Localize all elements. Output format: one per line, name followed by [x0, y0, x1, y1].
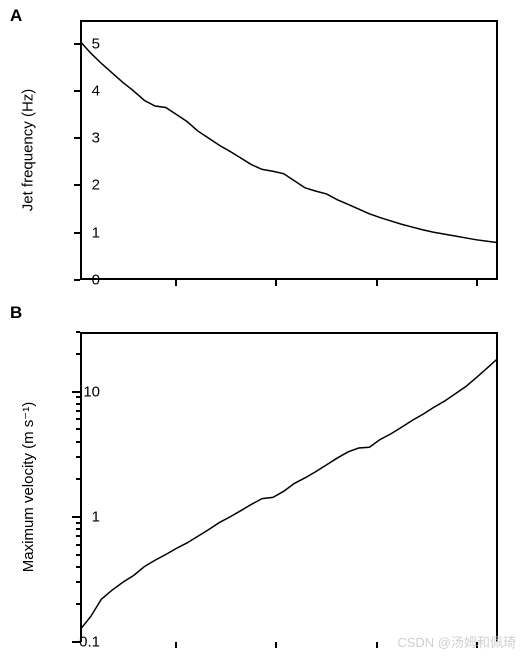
chart-b-xtick — [175, 642, 177, 648]
chart-a-ytick — [74, 232, 80, 234]
chart-b-xtick — [275, 642, 277, 648]
chart-a-ytick-label: 5 — [92, 35, 100, 52]
chart-b-yminor-tick — [76, 456, 80, 458]
chart-a-ytick — [74, 90, 80, 92]
chart-a-ytick-label: 4 — [92, 82, 100, 99]
chart-b-yminor-tick — [76, 544, 80, 546]
chart-a — [80, 20, 498, 280]
chart-b-yminor-tick — [76, 403, 80, 405]
chart-b-yminor-tick — [76, 554, 80, 556]
chart-b-series — [80, 358, 498, 630]
chart-b-ytick-label: 10 — [83, 383, 100, 400]
chart-b-xtick — [376, 642, 378, 648]
chart-b-yminor-tick — [76, 418, 80, 420]
chart-b-ytick — [72, 391, 80, 393]
chart-b-ytick-label: 1 — [92, 508, 100, 525]
chart-a-ytick — [74, 279, 80, 281]
panel-b-label: B — [10, 303, 22, 323]
chart-a-ytick — [74, 137, 80, 139]
chart-a-xtick — [175, 280, 177, 286]
chart-a-ylabel: Jet frequency (Hz) — [20, 89, 37, 212]
chart-b-yminor-tick — [76, 441, 80, 443]
chart-a-xtick — [376, 280, 378, 286]
panel-a-label: A — [10, 6, 22, 26]
chart-a-ytick-label: 2 — [92, 177, 100, 194]
chart-b-yminor-tick — [76, 478, 80, 480]
chart-b-yminor-tick — [76, 331, 80, 333]
chart-b-ytick-label: 0.1 — [79, 634, 100, 651]
chart-b-ylabel: Maximum velocity (m s⁻¹) — [19, 402, 37, 572]
watermark: CSDN @汤姆和佩琦 — [397, 632, 516, 651]
chart-b-yminor-tick — [76, 581, 80, 583]
chart-a-ytick-label: 1 — [92, 224, 100, 241]
chart-b-yminor-tick — [76, 428, 80, 430]
chart-b-ytick — [72, 516, 80, 518]
chart-b-yminor-tick — [76, 353, 80, 355]
chart-b-yminor-tick — [76, 603, 80, 605]
chart-a-svg — [80, 20, 498, 280]
chart-a-series — [80, 41, 498, 242]
chart-a-ytick-label: 0 — [92, 272, 100, 289]
chart-b-yminor-tick — [76, 410, 80, 412]
chart-b-yminor-tick — [76, 396, 80, 398]
chart-b-svg — [80, 332, 498, 642]
chart-a-ytick — [74, 184, 80, 186]
chart-a-ytick — [74, 43, 80, 45]
chart-a-xtick — [476, 280, 478, 286]
chart-a-xtick — [275, 280, 277, 286]
chart-a-ytick-label: 3 — [92, 130, 100, 147]
chart-b-yminor-tick — [76, 522, 80, 524]
chart-b-yminor-tick — [76, 528, 80, 530]
chart-b-yminor-tick — [76, 566, 80, 568]
chart-b — [80, 332, 498, 642]
chart-b-yminor-tick — [76, 535, 80, 537]
